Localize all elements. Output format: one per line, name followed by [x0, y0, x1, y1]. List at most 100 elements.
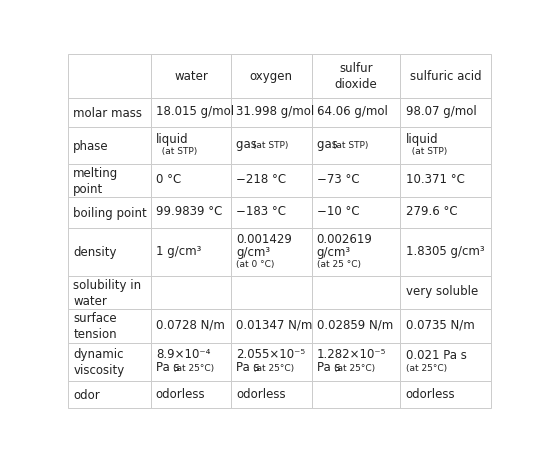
Bar — [231, 197, 312, 229]
Bar — [400, 55, 491, 98]
Text: odorless: odorless — [236, 387, 286, 400]
Text: (at 25°C): (at 25°C) — [334, 364, 375, 373]
Text: 1 g/cm³: 1 g/cm³ — [156, 244, 201, 257]
Text: 1.8305 g/cm³: 1.8305 g/cm³ — [406, 244, 484, 257]
Text: odorless: odorless — [406, 387, 455, 400]
Bar — [312, 99, 400, 127]
Text: 0.002619: 0.002619 — [317, 232, 372, 245]
Bar — [68, 127, 151, 164]
Text: 8.9×10⁻⁴: 8.9×10⁻⁴ — [156, 347, 210, 361]
Bar — [231, 99, 312, 127]
Text: 0.0728 N/m: 0.0728 N/m — [156, 318, 225, 331]
Text: 64.06 g/mol: 64.06 g/mol — [317, 105, 388, 118]
Text: gas: gas — [317, 138, 341, 151]
Text: (at 25 °C): (at 25 °C) — [317, 260, 361, 269]
Text: 0.021 Pa s: 0.021 Pa s — [406, 349, 466, 362]
Text: (at 25°C): (at 25°C) — [406, 363, 447, 372]
Bar — [151, 343, 231, 381]
Text: (at STP): (at STP) — [406, 147, 447, 156]
Text: melting
point: melting point — [73, 166, 118, 195]
Text: very soluble: very soluble — [406, 285, 478, 297]
Bar — [400, 99, 491, 127]
Text: −183 °C: −183 °C — [236, 205, 286, 218]
Text: g/cm³: g/cm³ — [317, 246, 351, 258]
Text: 2.055×10⁻⁵: 2.055×10⁻⁵ — [236, 347, 305, 361]
Bar — [312, 381, 400, 409]
Bar — [151, 127, 231, 164]
Text: solubility in
water: solubility in water — [73, 278, 141, 307]
Text: 0.001429: 0.001429 — [236, 232, 292, 245]
Text: 98.07 g/mol: 98.07 g/mol — [406, 105, 476, 118]
Text: (at STP): (at STP) — [156, 147, 197, 156]
Bar — [312, 309, 400, 343]
Text: gas: gas — [236, 138, 261, 151]
Text: −10 °C: −10 °C — [317, 205, 359, 218]
Bar — [400, 381, 491, 409]
Text: boiling point: boiling point — [73, 207, 147, 219]
Bar — [312, 55, 400, 98]
Bar — [400, 164, 491, 197]
Bar — [312, 343, 400, 381]
Bar — [151, 229, 231, 276]
Text: (at 0 °C): (at 0 °C) — [236, 260, 275, 269]
Bar — [151, 55, 231, 98]
Text: liquid: liquid — [156, 133, 188, 146]
Text: (at STP): (at STP) — [250, 141, 288, 150]
Bar — [231, 55, 312, 98]
Text: Pa s: Pa s — [236, 361, 264, 374]
Bar — [400, 229, 491, 276]
Bar — [68, 229, 151, 276]
Text: −218 °C: −218 °C — [236, 173, 286, 186]
Bar — [231, 276, 312, 309]
Bar — [312, 197, 400, 229]
Text: g/cm³: g/cm³ — [236, 246, 270, 258]
Bar — [151, 381, 231, 409]
Bar — [151, 309, 231, 343]
Bar — [231, 381, 312, 409]
Bar — [231, 309, 312, 343]
Text: odorless: odorless — [156, 387, 205, 400]
Bar — [68, 55, 151, 98]
Text: (at STP): (at STP) — [330, 141, 369, 150]
Text: (at 25°C): (at 25°C) — [173, 364, 214, 373]
Bar — [400, 276, 491, 309]
Text: 99.9839 °C: 99.9839 °C — [156, 205, 222, 218]
Bar — [68, 197, 151, 229]
Bar — [68, 164, 151, 197]
Text: Pa s: Pa s — [317, 361, 344, 374]
Text: (at 25°C): (at 25°C) — [253, 364, 294, 373]
Text: sulfuric acid: sulfuric acid — [410, 70, 482, 83]
Text: 0 °C: 0 °C — [156, 173, 181, 186]
Text: 0.02859 N/m: 0.02859 N/m — [317, 318, 393, 331]
Text: sulfur
dioxide: sulfur dioxide — [335, 62, 377, 91]
Text: liquid: liquid — [406, 133, 438, 146]
Text: 0.0735 N/m: 0.0735 N/m — [406, 318, 474, 331]
Bar — [151, 99, 231, 127]
Text: 1.282×10⁻⁵: 1.282×10⁻⁵ — [317, 347, 386, 361]
Text: phase: phase — [73, 140, 109, 152]
Text: 31.998 g/mol: 31.998 g/mol — [236, 105, 314, 118]
Bar — [151, 276, 231, 309]
Bar — [68, 343, 151, 381]
Bar — [400, 127, 491, 164]
Text: molar mass: molar mass — [73, 106, 143, 119]
Text: −73 °C: −73 °C — [317, 173, 359, 186]
Text: dynamic
viscosity: dynamic viscosity — [73, 347, 124, 376]
Bar — [400, 343, 491, 381]
Bar — [231, 164, 312, 197]
Bar — [312, 164, 400, 197]
Bar — [68, 99, 151, 127]
Text: Pa s: Pa s — [156, 361, 183, 374]
Text: odor: odor — [73, 388, 100, 401]
Text: 0.01347 N/m: 0.01347 N/m — [236, 318, 313, 331]
Text: 10.371 °C: 10.371 °C — [406, 173, 465, 186]
Bar — [68, 276, 151, 309]
Bar — [312, 276, 400, 309]
Text: 279.6 °C: 279.6 °C — [406, 205, 457, 218]
Bar — [312, 127, 400, 164]
Text: oxygen: oxygen — [250, 70, 293, 83]
Bar — [231, 127, 312, 164]
Bar — [231, 343, 312, 381]
Bar — [68, 381, 151, 409]
Bar — [68, 309, 151, 343]
